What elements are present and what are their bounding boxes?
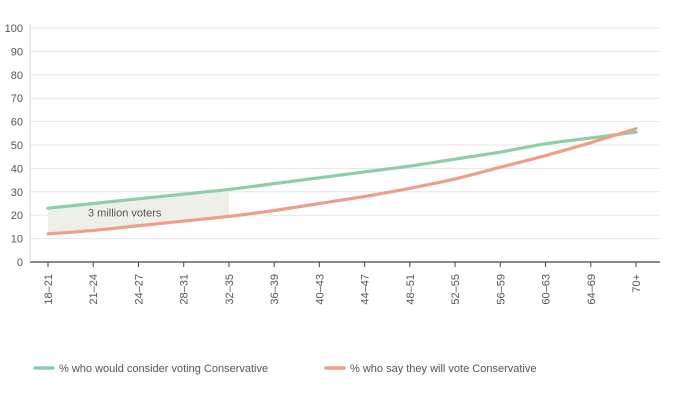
y-tick-label: 80 (11, 70, 23, 82)
y-tick-label: 40 (11, 163, 23, 175)
x-tick-label: 24–27 (133, 274, 145, 305)
x-tick-label: 32–35 (224, 274, 236, 305)
x-tick-label: 18–21 (43, 274, 55, 305)
x-tick-label: 60–63 (541, 274, 553, 305)
y-tick-label: 100 (5, 23, 23, 35)
x-tick-label: 44–47 (360, 274, 372, 305)
y-tick-label: 50 (11, 140, 23, 152)
legend-label-1: % who would consider voting Conservative (59, 363, 268, 375)
legend: % who would consider voting Conservative… (33, 363, 536, 375)
y-tick-label: 0 (17, 257, 23, 269)
annotation-area: 3 million voters (48, 189, 229, 234)
x-tick-label: 21–24 (88, 274, 100, 305)
x-tick-label: 64–69 (586, 274, 598, 305)
x-tick-label: 40–43 (314, 274, 326, 305)
annotation-label: 3 million voters (88, 207, 162, 219)
x-tick-label: 52–55 (450, 274, 462, 305)
y-tick-label: 20 (11, 210, 23, 222)
series-line-2 (46, 127, 638, 236)
series-line-1 (46, 130, 638, 210)
series-lines (46, 127, 638, 236)
x-tick-label: 36–39 (269, 274, 281, 305)
y-tick-label: 10 (11, 234, 23, 246)
y-tick-label: 70 (11, 93, 23, 105)
y-tick-label: 90 (11, 46, 23, 58)
x-tick-label: 28–31 (179, 274, 191, 305)
x-tick-label: 56–59 (495, 274, 507, 305)
legend-label-2: % who say they will vote Conservative (350, 363, 536, 375)
x-tick-label: 70+ (631, 274, 643, 293)
y-tick-label: 30 (11, 187, 23, 199)
y-tick-label: 60 (11, 117, 23, 129)
axes: 0 10 20 30 40 50 60 70 80 90 100 18–21 21–24 24–27 28–… (5, 23, 643, 305)
annotation-shade (48, 189, 229, 234)
x-tick-label: 48–51 (405, 274, 417, 305)
